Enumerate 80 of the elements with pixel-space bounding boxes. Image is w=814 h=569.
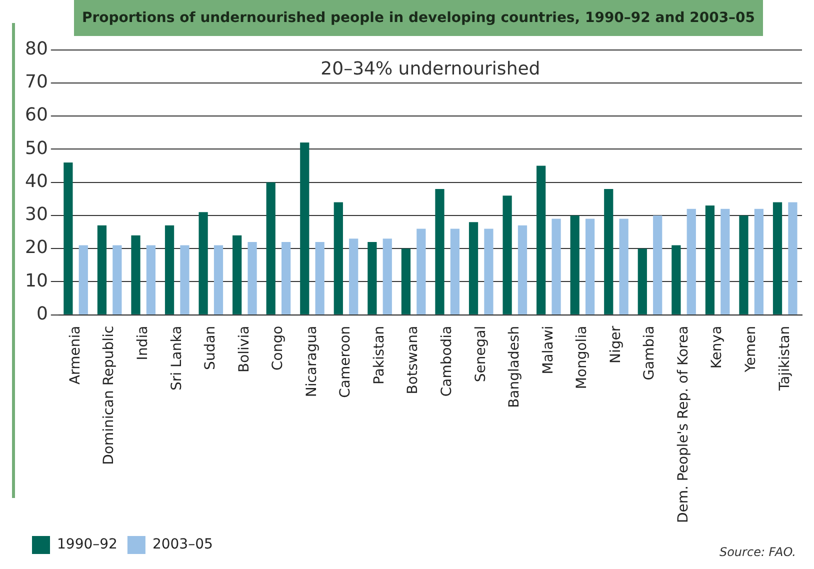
x-tick-label: Sri Lanka xyxy=(168,326,185,391)
bar xyxy=(232,235,242,314)
y-tick-label: 40 xyxy=(25,170,48,192)
bar xyxy=(518,225,528,314)
y-tick-label: 30 xyxy=(25,204,48,226)
source-note: Source: FAO. xyxy=(719,545,796,559)
bar xyxy=(570,215,580,314)
bar xyxy=(315,242,324,314)
x-tick-label: Niger xyxy=(608,326,624,364)
bar xyxy=(112,245,122,314)
bar xyxy=(653,215,662,314)
y-tick-label: 20 xyxy=(25,237,48,258)
legend-label: 2003–05 xyxy=(152,536,213,553)
x-tick-label: Senegal xyxy=(472,326,489,382)
bar xyxy=(585,218,595,314)
bar xyxy=(78,245,88,314)
y-tick-label: 60 xyxy=(25,104,48,126)
bar xyxy=(638,248,647,314)
bar xyxy=(131,235,140,314)
bar xyxy=(368,242,377,314)
x-tick-label: Gambia xyxy=(642,326,658,380)
x-tick-label: Kenya xyxy=(709,326,726,369)
x-tick-label: Bolivia xyxy=(236,326,252,373)
y-tick-label: 50 xyxy=(25,138,48,159)
bar xyxy=(772,202,782,314)
x-tick-label: Yemen xyxy=(742,326,759,374)
bar xyxy=(619,218,628,314)
bar xyxy=(450,228,460,314)
bar xyxy=(739,215,748,314)
x-tick-label: Dominican Republic xyxy=(101,326,118,465)
bar xyxy=(214,245,224,314)
bar xyxy=(334,202,343,314)
y-tick-label: 10 xyxy=(25,270,48,292)
x-tick-label: Mongolia xyxy=(574,326,590,390)
x-tick-label: Bangladesh xyxy=(506,326,523,408)
chart-title: Proportions of undernourished people in developing countries, 1990–92 and 2003–05 xyxy=(74,0,764,36)
bar xyxy=(788,202,798,314)
bar xyxy=(435,188,444,314)
x-tick-label: Nicaragua xyxy=(304,326,320,398)
x-tick-label: Cameroon xyxy=(338,326,354,398)
bar xyxy=(536,166,546,314)
bar xyxy=(502,196,512,314)
bar xyxy=(754,208,764,314)
bar xyxy=(401,248,411,314)
bar xyxy=(552,218,561,314)
bar xyxy=(686,208,696,314)
x-tick-label: Cambodia xyxy=(438,326,455,397)
bar xyxy=(484,228,494,314)
bar xyxy=(198,212,208,314)
x-tick-label: Congo xyxy=(270,326,286,371)
bar xyxy=(180,245,190,314)
bar xyxy=(349,238,358,314)
bar xyxy=(604,188,614,314)
legend-label: 1990–92 xyxy=(57,536,118,553)
bar xyxy=(146,245,156,314)
bar xyxy=(248,242,257,314)
x-tick-label: Dem. People's Rep. of Korea xyxy=(675,326,692,524)
bar xyxy=(382,238,392,314)
y-tick-label: 0 xyxy=(36,304,48,325)
bar xyxy=(281,242,291,314)
bar xyxy=(416,228,426,314)
x-tick-label: Pakistan xyxy=(371,326,388,384)
x-tick-label: Botswana xyxy=(405,326,422,394)
bar xyxy=(720,208,730,314)
bar xyxy=(97,225,107,314)
x-tick-label: Armenia xyxy=(67,326,84,385)
y-tick-label: 80 xyxy=(25,38,48,60)
bar xyxy=(705,206,715,314)
x-tick-label: India xyxy=(134,326,151,360)
x-tick-label: Tajikistan xyxy=(776,326,793,392)
text: 20–34% undernourished xyxy=(320,58,540,80)
bar xyxy=(672,245,681,314)
bar xyxy=(64,162,73,314)
bar xyxy=(468,222,478,314)
bar xyxy=(300,142,310,314)
bar xyxy=(266,182,276,314)
y-tick-label: 70 xyxy=(25,72,48,93)
x-tick-label: Sudan xyxy=(202,326,219,370)
bar xyxy=(164,225,174,314)
x-tick-label: Malawi xyxy=(540,326,556,374)
